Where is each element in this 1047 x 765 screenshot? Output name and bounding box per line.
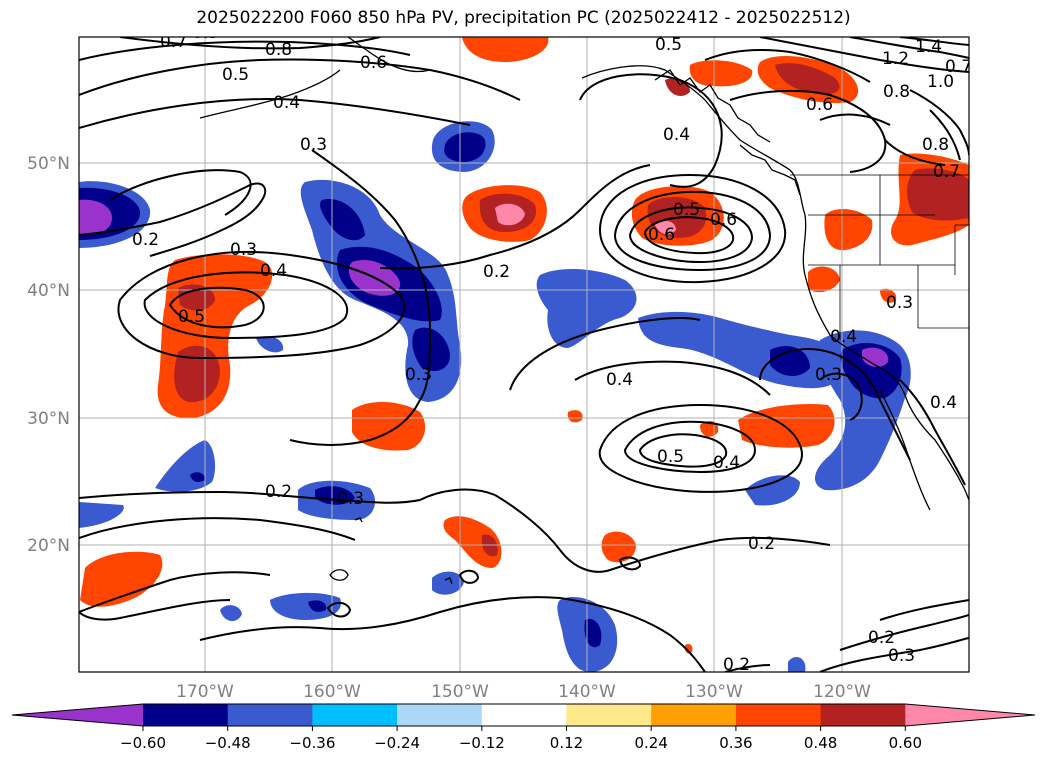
contour-label: 0.7 <box>933 162 960 182</box>
colorbar-segment <box>481 704 567 726</box>
contour-labels: 0.7 0.8 0.5 0.6 0.4 0.3 0.5 0.2 0.3 0.4 … <box>132 23 972 675</box>
contour-label: 0.5 <box>655 35 682 55</box>
lat-label: 30°N <box>27 409 70 429</box>
contour-label: 0.2 <box>723 655 750 675</box>
lat-label: 20°N <box>27 536 70 556</box>
lon-label: 120°W <box>813 682 871 702</box>
contour-label: 0.4 <box>830 327 857 347</box>
lon-label: 130°W <box>685 682 743 702</box>
colorbar-segment <box>143 704 229 726</box>
contour-label: 0.5 <box>192 23 219 43</box>
colorbar-tick-label: 0.12 <box>550 734 583 752</box>
lon-label: 160°W <box>303 682 361 702</box>
colorbar-tick-label: 0.60 <box>889 734 922 752</box>
colorbar-segment <box>397 704 483 726</box>
colorbar-segment <box>312 704 398 726</box>
colorbar-tick-label: 0.48 <box>804 734 837 752</box>
contour-label: 0.7 <box>160 32 187 52</box>
contour-label: 1.4 <box>915 37 942 57</box>
contour-label: 0.3 <box>886 293 913 313</box>
contour-label: 0.6 <box>360 53 387 73</box>
graticule <box>79 37 969 672</box>
contour-label: 0.5 <box>222 65 249 85</box>
lat-label: 50°N <box>27 154 70 174</box>
contour-label: 0.5 <box>657 447 684 467</box>
contour-label: 0.4 <box>663 125 690 145</box>
contour-label: 0.6 <box>806 95 833 115</box>
lon-label: 170°W <box>176 682 234 702</box>
contour-label: 0.4 <box>606 370 633 390</box>
colorbar-tick-label: −0.36 <box>289 734 335 752</box>
contour-label: 0.8 <box>883 82 910 102</box>
map-title: 2025022200 F060 850 hPa PV, precipitatio… <box>196 8 851 28</box>
lat-label: 40°N <box>27 281 70 301</box>
contour-label: 0.5 <box>178 307 205 327</box>
lon-label: 150°W <box>431 682 489 702</box>
contour-label: 0.2 <box>483 262 510 282</box>
contour-label: 0.2 <box>265 482 292 502</box>
contour-label: 0.4 <box>930 393 957 413</box>
contour-label: 0.3 <box>405 365 432 385</box>
colorbar-tick-label: −0.48 <box>205 734 251 752</box>
pv-contours <box>79 37 969 672</box>
contour-label: 0.2 <box>132 230 159 250</box>
contour-label: 0.3 <box>300 135 327 155</box>
state-borders <box>790 174 969 340</box>
colorbar-tick-label: −0.24 <box>374 734 420 752</box>
contour-label: 0.3 <box>815 365 842 385</box>
colorbar-segment <box>227 704 313 726</box>
contour-label: 0.3 <box>888 646 915 666</box>
contour-label: 0.2 <box>748 534 775 554</box>
colorbar-tick-label: 0.36 <box>719 734 752 752</box>
colorbar-segment <box>566 704 652 726</box>
contour-label: 1.0 <box>927 72 954 92</box>
contour-label: 0.7 <box>945 57 972 77</box>
contour-label: 0.4 <box>273 93 300 113</box>
contour-label: 0.8 <box>265 40 292 60</box>
colorbar-tick-label: 0.24 <box>634 734 667 752</box>
contour-label: 0.5 <box>673 200 700 220</box>
contour-label: 0.3 <box>337 489 364 509</box>
latitude-labels: 50°N 40°N 30°N 20°N <box>27 154 70 556</box>
colorbar-segment <box>651 704 737 726</box>
map-frame <box>78 36 970 673</box>
lon-label: 140°W <box>558 682 616 702</box>
contour-label: 0.4 <box>260 261 287 281</box>
contour-label: 0.4 <box>713 453 740 473</box>
colorbar-tick-label: −0.12 <box>459 734 505 752</box>
contour-label: 0.6 <box>710 210 737 230</box>
colorbar-tick-label: −0.60 <box>120 734 166 752</box>
contour-label: 1.2 <box>882 49 909 69</box>
colorbar: −0.60 −0.48 −0.36 −0.24 −0.12 0.12 0.24 0.36 0.4… <box>11 703 1036 752</box>
colorbar-segment <box>735 704 822 726</box>
contour-label: 0.2 <box>868 628 895 648</box>
colorbar-extend-low <box>12 704 143 726</box>
contour-label: 0.8 <box>922 135 949 155</box>
contour-label: 0.6 <box>648 225 675 245</box>
colorbar-segment <box>820 704 906 726</box>
colorbar-extend-high <box>905 704 1035 726</box>
longitude-labels: 170°W 160°W 150°W 140°W 130°W 120°W <box>176 682 871 702</box>
contour-label: 0.3 <box>230 240 257 260</box>
